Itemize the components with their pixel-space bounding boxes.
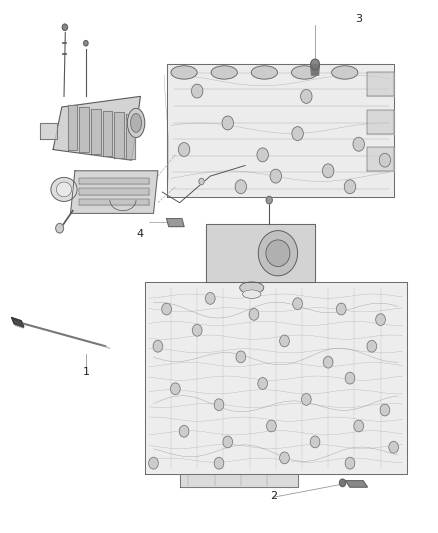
Polygon shape xyxy=(206,224,315,282)
Ellipse shape xyxy=(258,231,297,276)
Circle shape xyxy=(267,420,276,432)
Circle shape xyxy=(235,180,247,193)
Circle shape xyxy=(293,298,302,310)
Circle shape xyxy=(301,393,311,405)
Text: 2: 2 xyxy=(270,491,277,502)
Text: 1: 1 xyxy=(82,367,89,377)
Circle shape xyxy=(380,404,390,416)
Circle shape xyxy=(223,436,233,448)
Ellipse shape xyxy=(266,240,290,266)
Ellipse shape xyxy=(251,66,278,79)
Polygon shape xyxy=(114,112,124,158)
Circle shape xyxy=(191,84,203,98)
Polygon shape xyxy=(79,107,89,152)
Circle shape xyxy=(300,90,312,103)
Circle shape xyxy=(311,59,319,70)
Ellipse shape xyxy=(291,66,318,79)
Polygon shape xyxy=(311,64,319,75)
Ellipse shape xyxy=(211,66,237,79)
Circle shape xyxy=(389,441,399,453)
Circle shape xyxy=(249,309,259,320)
Circle shape xyxy=(379,154,391,167)
Circle shape xyxy=(178,143,190,157)
Circle shape xyxy=(192,325,202,336)
Circle shape xyxy=(292,127,303,141)
Circle shape xyxy=(214,457,224,469)
Polygon shape xyxy=(79,199,149,205)
Circle shape xyxy=(153,341,162,352)
Polygon shape xyxy=(145,282,407,474)
Polygon shape xyxy=(40,123,57,139)
Circle shape xyxy=(56,223,64,233)
Circle shape xyxy=(353,138,364,151)
Circle shape xyxy=(214,399,224,410)
Circle shape xyxy=(345,457,355,469)
Polygon shape xyxy=(12,318,24,327)
Circle shape xyxy=(199,178,204,184)
Circle shape xyxy=(280,335,289,347)
Circle shape xyxy=(354,420,364,432)
Circle shape xyxy=(270,169,282,183)
Circle shape xyxy=(149,457,158,469)
Polygon shape xyxy=(166,64,394,197)
Polygon shape xyxy=(180,474,297,487)
Ellipse shape xyxy=(240,282,264,294)
Circle shape xyxy=(205,293,215,304)
Circle shape xyxy=(179,425,189,437)
Text: 3: 3 xyxy=(355,14,362,24)
Ellipse shape xyxy=(51,177,77,201)
Ellipse shape xyxy=(127,108,145,138)
Circle shape xyxy=(258,377,268,389)
Circle shape xyxy=(345,372,355,384)
Circle shape xyxy=(280,452,289,464)
Polygon shape xyxy=(79,188,149,195)
Circle shape xyxy=(266,196,272,204)
Polygon shape xyxy=(367,147,394,171)
Circle shape xyxy=(236,351,246,363)
Ellipse shape xyxy=(57,182,72,197)
Circle shape xyxy=(336,303,346,315)
Polygon shape xyxy=(71,171,158,213)
Circle shape xyxy=(257,148,268,162)
Circle shape xyxy=(310,436,320,448)
Circle shape xyxy=(344,180,356,193)
Polygon shape xyxy=(346,481,367,487)
Polygon shape xyxy=(67,105,77,150)
Text: 4: 4 xyxy=(137,229,144,239)
Polygon shape xyxy=(166,219,184,227)
Polygon shape xyxy=(91,109,101,154)
Circle shape xyxy=(376,314,385,326)
Polygon shape xyxy=(53,96,141,160)
Polygon shape xyxy=(102,110,112,156)
Polygon shape xyxy=(367,110,394,134)
Circle shape xyxy=(367,341,377,352)
Circle shape xyxy=(170,383,180,394)
Circle shape xyxy=(84,41,88,46)
Circle shape xyxy=(222,116,233,130)
Ellipse shape xyxy=(332,66,358,79)
Circle shape xyxy=(322,164,334,177)
Polygon shape xyxy=(79,177,149,184)
Ellipse shape xyxy=(171,66,197,79)
Ellipse shape xyxy=(243,290,261,298)
Circle shape xyxy=(62,24,67,30)
Circle shape xyxy=(323,357,333,368)
Polygon shape xyxy=(126,114,135,159)
Ellipse shape xyxy=(131,114,141,132)
Circle shape xyxy=(339,479,346,487)
Circle shape xyxy=(162,303,171,315)
Polygon shape xyxy=(367,72,394,96)
